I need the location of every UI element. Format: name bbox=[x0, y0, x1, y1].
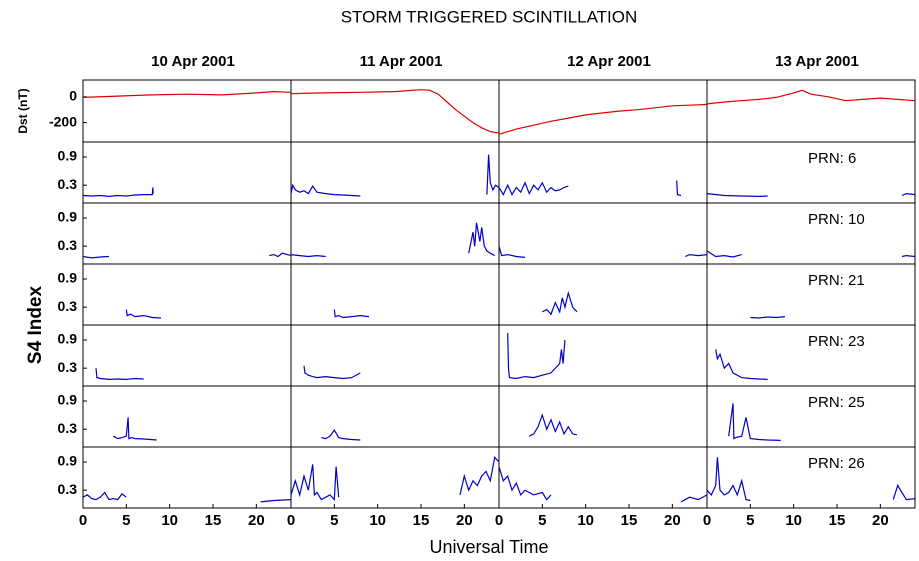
data-line bbox=[728, 403, 781, 441]
panel-frame bbox=[290, 263, 500, 326]
panel-frame bbox=[498, 141, 708, 204]
x-tick-label: 0 bbox=[287, 512, 295, 529]
x-tick-label: 20 bbox=[248, 512, 265, 529]
data-line bbox=[529, 413, 578, 437]
s4-axis-label: S4 Index bbox=[25, 286, 46, 365]
y-tick-label: 0.3 bbox=[58, 420, 78, 436]
x-tick-label: 10 bbox=[577, 512, 594, 529]
panel-frame bbox=[290, 141, 500, 204]
data-line bbox=[290, 89, 500, 134]
data-line bbox=[303, 365, 361, 380]
data-line bbox=[95, 368, 144, 381]
panel-frame bbox=[82, 79, 292, 143]
x-tick-label: 15 bbox=[621, 512, 638, 529]
panel-label: PRN: 6 bbox=[808, 150, 856, 167]
panel-label: PRN: 10 bbox=[808, 211, 865, 228]
data-line bbox=[82, 252, 292, 259]
chart-title: STORM TRIGGERED SCINTILLATION bbox=[341, 7, 638, 26]
x-tick-label: 10 bbox=[161, 512, 178, 529]
data-line bbox=[498, 246, 708, 258]
x-tick-label: 5 bbox=[330, 512, 338, 529]
panel-label: PRN: 26 bbox=[808, 455, 865, 472]
x-tick-label: 5 bbox=[746, 512, 754, 529]
x-tick-label: 15 bbox=[205, 512, 222, 529]
panel-frame bbox=[82, 202, 292, 265]
x-tick-label: 15 bbox=[829, 512, 846, 529]
data-line bbox=[290, 456, 500, 502]
data-line bbox=[715, 349, 768, 380]
y-tick-label: 0.3 bbox=[58, 481, 78, 497]
day-label: 10 Apr 2001 bbox=[151, 53, 235, 70]
panel-frame bbox=[498, 263, 708, 326]
y-tick-label: 0.9 bbox=[58, 331, 78, 347]
panel-frame bbox=[82, 324, 292, 387]
data-line bbox=[706, 192, 916, 198]
data-line bbox=[333, 309, 370, 319]
y-tick-label: 0.9 bbox=[58, 453, 78, 469]
dst-axis-label: Dst (nT) bbox=[16, 88, 30, 133]
data-line bbox=[82, 187, 154, 198]
x-tick-label: 5 bbox=[122, 512, 130, 529]
data-line bbox=[321, 428, 361, 441]
y-tick-label: 0.3 bbox=[58, 298, 78, 314]
day-label: 11 Apr 2001 bbox=[360, 53, 443, 70]
panel-frame bbox=[498, 446, 708, 509]
y-tick-label: 0 bbox=[69, 87, 77, 103]
y-tick-label: 0.9 bbox=[58, 209, 78, 225]
panel-frame bbox=[82, 141, 292, 204]
y-tick-label: 0.9 bbox=[58, 270, 78, 286]
data-line bbox=[750, 316, 786, 319]
y-tick-label: 0.3 bbox=[58, 176, 78, 192]
panel-label: PRN: 21 bbox=[808, 272, 865, 289]
x-tick-label: 5 bbox=[538, 512, 546, 529]
panel-frame bbox=[498, 79, 708, 143]
y-tick-label: 0.9 bbox=[58, 148, 78, 164]
x-tick-label: 0 bbox=[79, 512, 87, 529]
panel-label: PRN: 25 bbox=[808, 394, 865, 411]
x-tick-label: 0 bbox=[495, 512, 503, 529]
y-tick-label: -200 bbox=[49, 113, 77, 129]
x-tick-label: 10 bbox=[785, 512, 802, 529]
x-tick-label: 20 bbox=[456, 512, 473, 529]
day-label: 12 Apr 2001 bbox=[567, 53, 651, 70]
data-line bbox=[542, 290, 578, 316]
data-line bbox=[706, 250, 916, 258]
x-tick-label: 15 bbox=[413, 512, 430, 529]
panel-frame bbox=[290, 202, 500, 265]
data-line bbox=[113, 417, 157, 441]
data-line bbox=[125, 309, 162, 319]
x-axis-label: Universal Time bbox=[429, 537, 548, 557]
data-line bbox=[290, 154, 500, 197]
x-tick-label: 20 bbox=[664, 512, 681, 529]
panel-label: PRN: 23 bbox=[808, 333, 865, 350]
x-tick-label: 10 bbox=[369, 512, 386, 529]
data-line bbox=[498, 103, 708, 135]
panel-frame bbox=[706, 446, 916, 509]
panel-frame bbox=[498, 202, 708, 265]
data-line bbox=[82, 491, 292, 503]
x-tick-label: 20 bbox=[872, 512, 889, 529]
x-tick-label: 0 bbox=[703, 512, 711, 529]
y-tick-label: 0.9 bbox=[58, 392, 78, 408]
data-line bbox=[290, 222, 495, 258]
data-line bbox=[498, 180, 682, 197]
day-label: 13 Apr 2001 bbox=[775, 53, 859, 70]
panel-frame bbox=[706, 79, 916, 143]
y-tick-label: 0.3 bbox=[58, 237, 78, 253]
panel-frame bbox=[290, 79, 500, 143]
data-line bbox=[82, 90, 292, 98]
panel-frame bbox=[82, 385, 292, 448]
data-line bbox=[507, 332, 566, 380]
y-tick-label: 0.3 bbox=[58, 359, 78, 375]
panel-frame bbox=[82, 263, 292, 326]
data-line bbox=[498, 466, 708, 503]
data-line bbox=[706, 457, 916, 502]
panel-frame bbox=[498, 385, 708, 448]
data-line bbox=[706, 89, 916, 105]
